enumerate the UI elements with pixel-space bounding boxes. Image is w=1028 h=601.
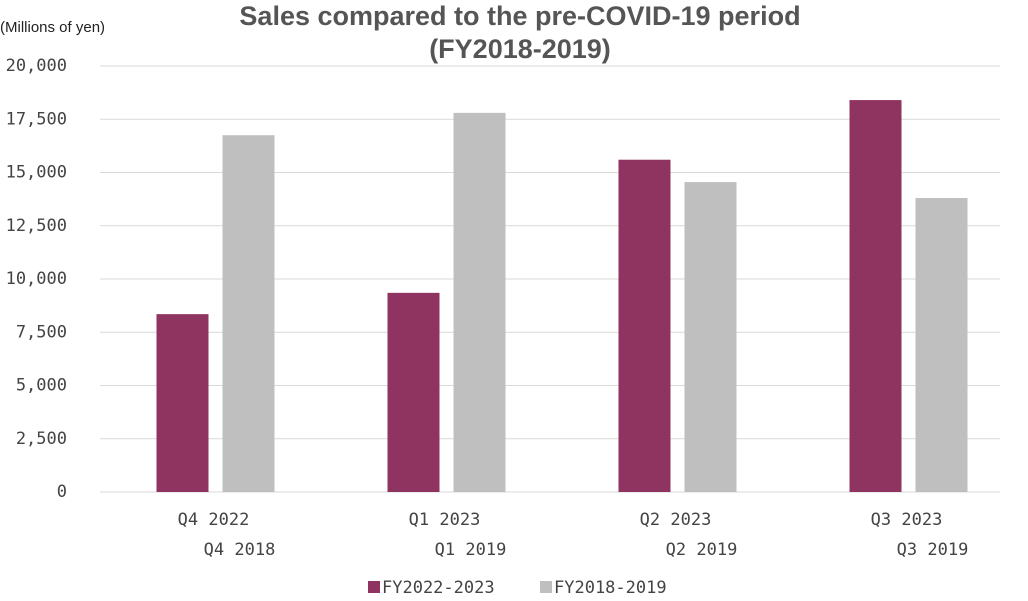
x-tick-label: Q2 2023 bbox=[640, 510, 712, 530]
y-tick-label: 12,500 bbox=[6, 216, 67, 236]
y-tick-label: 5,000 bbox=[16, 376, 67, 396]
x-tick-sublabel: Q3 2019 bbox=[897, 540, 969, 560]
legend-label: FY2022-2023 bbox=[382, 578, 495, 598]
bar bbox=[156, 314, 209, 492]
bar bbox=[849, 100, 902, 492]
y-tick-label: 15,000 bbox=[6, 163, 67, 183]
bar bbox=[618, 159, 671, 492]
y-tick-label: 10,000 bbox=[6, 269, 67, 289]
legend-label: FY2018-2019 bbox=[554, 578, 667, 598]
bar bbox=[684, 182, 737, 492]
y-tick-label: 2,500 bbox=[16, 429, 67, 449]
y-tick-label: 0 bbox=[57, 482, 67, 502]
chart-title: Sales compared to the pre-COVID-19 perio… bbox=[239, 1, 800, 31]
y-tick-label: 17,500 bbox=[6, 109, 67, 129]
x-tick-label: Q3 2023 bbox=[871, 510, 943, 530]
bar bbox=[915, 198, 968, 492]
legend-swatch bbox=[540, 581, 552, 593]
x-tick-sublabel: Q4 2018 bbox=[204, 540, 276, 560]
legend-swatch bbox=[368, 581, 380, 593]
chart-title: (FY2018-2019) bbox=[429, 34, 611, 64]
x-tick-sublabel: Q2 2019 bbox=[666, 540, 738, 560]
x-tick-sublabel: Q1 2019 bbox=[435, 540, 507, 560]
x-tick-label: Q4 2022 bbox=[178, 510, 250, 530]
y-axis-label: (Millions of yen) bbox=[0, 19, 105, 36]
y-tick-label: 20,000 bbox=[6, 56, 67, 76]
x-tick-label: Q1 2023 bbox=[409, 510, 481, 530]
bar bbox=[453, 112, 506, 493]
bar bbox=[387, 292, 440, 492]
bar bbox=[222, 135, 275, 492]
y-tick-label: 7,500 bbox=[16, 322, 67, 342]
